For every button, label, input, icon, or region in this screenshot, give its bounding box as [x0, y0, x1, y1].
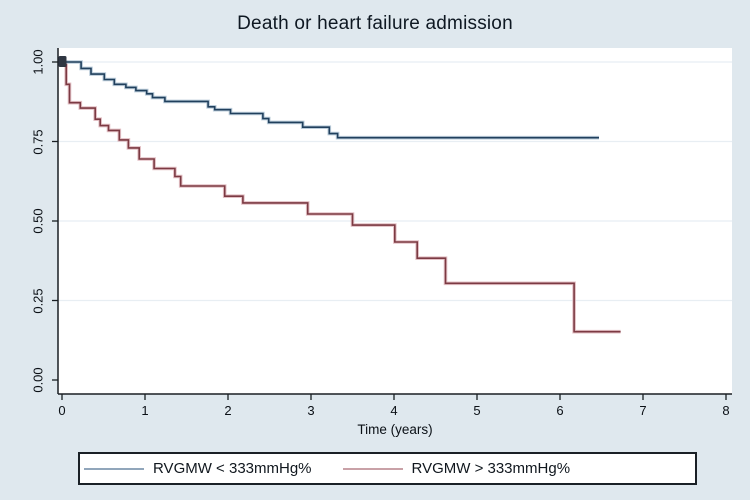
legend-entry-high: RVGMW > 333mmHg%	[342, 460, 571, 477]
y-tick-label: 1.00	[30, 49, 46, 75]
x-tick-label: 3	[307, 403, 315, 418]
x-tick-label: 1	[141, 403, 149, 418]
legend: RVGMW < 333mmHg% RVGMW > 333mmHg%	[78, 452, 697, 485]
legend-swatch-high-line	[342, 467, 403, 470]
y-tick-label: 0.50	[30, 208, 46, 234]
y-tick-label: 0.00	[30, 367, 46, 393]
x-axis-title: Time (years)	[357, 422, 433, 437]
x-tick-label: 6	[556, 403, 564, 418]
curve-high-rvgmw	[62, 61, 621, 333]
x-tick-label: 5	[473, 403, 481, 418]
legend-label-low: RVGMW < 333mmHg%	[153, 460, 312, 477]
x-tick-label: 4	[390, 403, 398, 418]
legend-swatch-low-line	[84, 467, 144, 470]
x-tick-label: 8	[722, 403, 730, 418]
x-tick-label: 0	[58, 403, 66, 418]
legend-entry-low: RVGMW < 333mmHg%	[84, 460, 312, 477]
x-tick-label: 7	[639, 403, 647, 418]
y-tick-label: 0.75	[30, 128, 46, 155]
x-tick-label: 2	[224, 403, 232, 418]
chart-title: Death or heart failure admission	[237, 13, 513, 34]
legend-label-high: RVGMW > 333mmHg%	[411, 460, 571, 477]
curve-low-rvgmw	[62, 61, 599, 139]
curve-start-marker	[58, 56, 67, 67]
y-tick-label: 0.25	[30, 287, 46, 314]
